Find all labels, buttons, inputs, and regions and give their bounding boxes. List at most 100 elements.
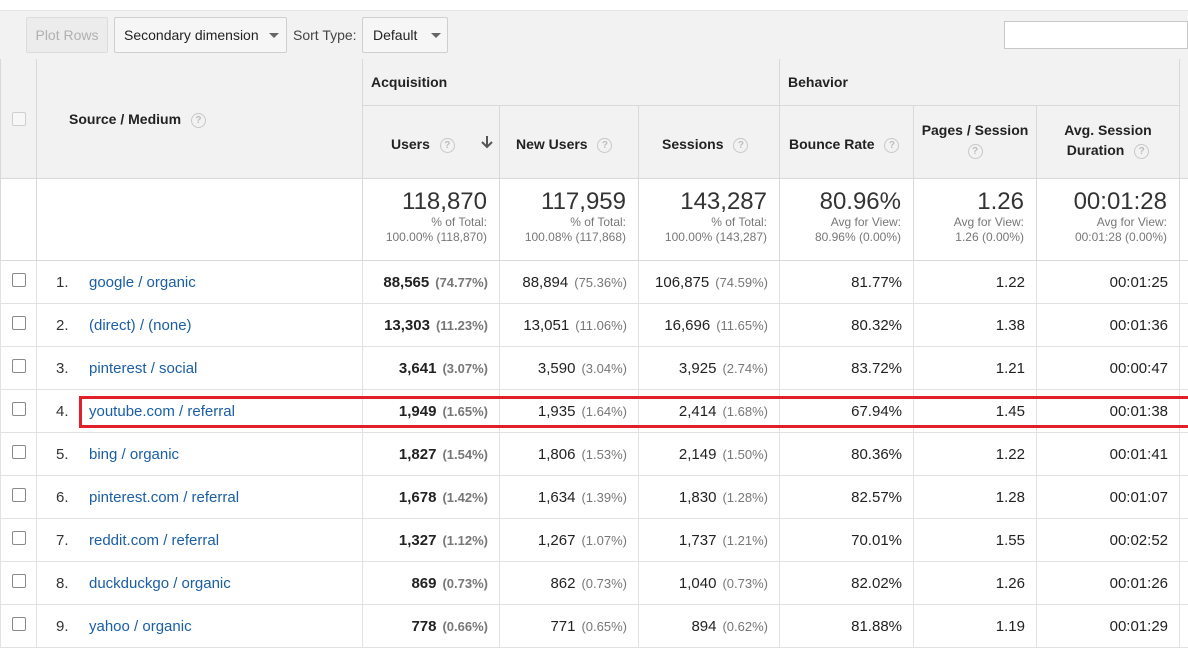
duration-total-detail: 00:01:28 (0.00%) [1074, 230, 1167, 244]
users-percent: (1.54%) [442, 447, 488, 462]
source-medium-link[interactable]: pinterest / social [89, 360, 198, 377]
help-icon[interactable]: ? [884, 137, 900, 153]
help-icon[interactable]: ? [1134, 143, 1150, 159]
source-medium-link[interactable]: (direct) / (none) [89, 317, 192, 334]
help-icon[interactable]: ? [597, 137, 613, 153]
behavior-label: Behavior [788, 74, 848, 90]
sessions-total-caption: % of Total: [711, 215, 767, 229]
pages-total-caption: Avg for View: [953, 215, 1024, 229]
help-icon[interactable]: ? [190, 112, 206, 128]
avg-duration-value: 00:01:25 [1037, 261, 1180, 304]
sessions-value: 106,875 [655, 274, 710, 291]
chevron-down-icon [268, 32, 279, 38]
bounce-total-caption: Avg for View: [830, 215, 901, 229]
pages-session-value: 1.22 [914, 261, 1037, 304]
help-icon[interactable]: ? [967, 143, 983, 159]
users-value: 1,327 [398, 532, 437, 549]
secondary-dimension-dropdown[interactable]: Secondary dimension [114, 17, 287, 53]
source-medium-link[interactable]: google / organic [89, 274, 196, 291]
sessions-value: 1,737 [678, 532, 717, 549]
bounce-rate-value: 80.32% [780, 304, 914, 347]
sessions-percent: (0.62%) [722, 619, 768, 634]
select-all-checkbox[interactable] [12, 112, 26, 126]
bounce-rate-value: 70.01% [780, 519, 914, 562]
avg-duration-value: 00:00:47 [1037, 347, 1180, 390]
top-strip [0, 0, 1188, 11]
row-number: 8. [56, 575, 69, 592]
row-checkbox[interactable] [12, 359, 26, 373]
source-medium-link[interactable]: duckduckgo / organic [89, 575, 231, 592]
new-users-value: 771 [550, 618, 576, 635]
row-checkbox[interactable] [12, 488, 26, 502]
users-value: 869 [411, 575, 437, 592]
users-column-header[interactable]: Users ? [363, 106, 500, 179]
source-medium-link[interactable]: bing / organic [89, 446, 180, 463]
help-icon[interactable]: ? [439, 137, 455, 153]
bounce-rate-value: 82.57% [780, 476, 914, 519]
pages-session-value: 1.38 [914, 304, 1037, 347]
new-users-total: 117,959 % of Total: 100.08% (117,868) [500, 179, 639, 261]
pages-total-detail: 1.26 (0.00%) [955, 230, 1024, 244]
totals-row: 118,870 % of Total: 100.00% (118,870) 11… [0, 179, 1188, 261]
select-all-header [0, 59, 37, 179]
bounce-rate-column-header[interactable]: Bounce Rate ? [780, 106, 914, 179]
users-percent: (1.12%) [442, 533, 488, 548]
table-toolbar: Plot Rows Secondary dimension Sort Type:… [0, 11, 1188, 59]
users-value: 13,303 [384, 317, 430, 334]
sessions-value: 3,925 [678, 360, 717, 377]
plot-rows-button[interactable]: Plot Rows [26, 17, 108, 53]
bounce-total: 80.96% Avg for View: 80.96% (0.00%) [780, 179, 914, 261]
row-checkbox[interactable] [12, 445, 26, 459]
row-number: 9. [56, 618, 69, 635]
users-value: 3,641 [398, 360, 437, 377]
row-number: 2. [56, 317, 69, 334]
new-users-value: 1,935 [537, 403, 576, 420]
sort-type-value: Default [373, 27, 418, 43]
row-checkbox[interactable] [12, 402, 26, 416]
sort-type-dropdown[interactable]: Default [362, 17, 448, 53]
acquisition-group-header: Acquisition [363, 59, 780, 106]
source-medium-link[interactable]: reddit.com / referral [89, 532, 220, 549]
sessions-column-header[interactable]: Sessions ? [639, 106, 780, 179]
users-value: 1,949 [398, 403, 437, 420]
new-users-value: 1,267 [537, 532, 576, 549]
source-medium-link[interactable]: youtube.com / referral [89, 403, 235, 420]
table-row: 6. pinterest.com / referral 1,678 (1.42%)… [0, 476, 1188, 519]
help-icon[interactable]: ? [733, 137, 749, 153]
avg-session-duration-column-header[interactable]: Avg. Session Duration ? [1037, 106, 1180, 179]
table-row: 5. bing / organic 1,827 (1.54%) 1,806 (1.5… [0, 433, 1188, 476]
users-value: 88,565 [383, 274, 430, 291]
table-search-input[interactable] [1004, 21, 1188, 49]
row-checkbox[interactable] [12, 273, 26, 287]
row-checkbox[interactable] [12, 617, 26, 631]
new-users-percent: (1.53%) [581, 447, 627, 462]
bounce-rate-value: 81.88% [780, 605, 914, 648]
sessions-total-value: 143,287 [680, 188, 767, 215]
sort-descending-icon[interactable] [481, 135, 493, 149]
next-group-header-edge [1180, 59, 1188, 179]
users-percent: (0.66%) [442, 619, 488, 634]
sessions-percent: (1.50%) [722, 447, 768, 462]
sessions-percent: (2.74%) [722, 361, 768, 376]
row-checkbox[interactable] [12, 574, 26, 588]
new-users-total-caption: % of Total: [570, 215, 626, 229]
sessions-percent: (1.28%) [722, 490, 768, 505]
new-users-percent: (0.65%) [581, 619, 627, 634]
avg-duration-value: 00:01:36 [1037, 304, 1180, 347]
sessions-percent: (11.65%) [716, 318, 768, 333]
new-users-percent: (3.04%) [581, 361, 627, 376]
sessions-percent: (74.59%) [715, 275, 768, 290]
pages-session-value: 1.26 [914, 562, 1037, 605]
source-medium-header[interactable]: Source / Medium ? [37, 59, 363, 179]
new-users-total-detail: 100.08% (117,868) [524, 230, 626, 244]
source-medium-link[interactable]: pinterest.com / referral [89, 489, 240, 506]
new-users-column-header[interactable]: New Users ? [500, 106, 639, 179]
new-users-percent: (1.07%) [581, 533, 627, 548]
row-checkbox[interactable] [12, 531, 26, 545]
source-medium-link[interactable]: yahoo / organic [89, 618, 192, 635]
pages-session-column-header[interactable]: Pages / Session ? [914, 106, 1037, 179]
acquisition-label: Acquisition [371, 74, 448, 90]
users-total-value: 118,870 [402, 188, 487, 215]
row-checkbox[interactable] [12, 316, 26, 330]
totals-blank [0, 179, 37, 261]
